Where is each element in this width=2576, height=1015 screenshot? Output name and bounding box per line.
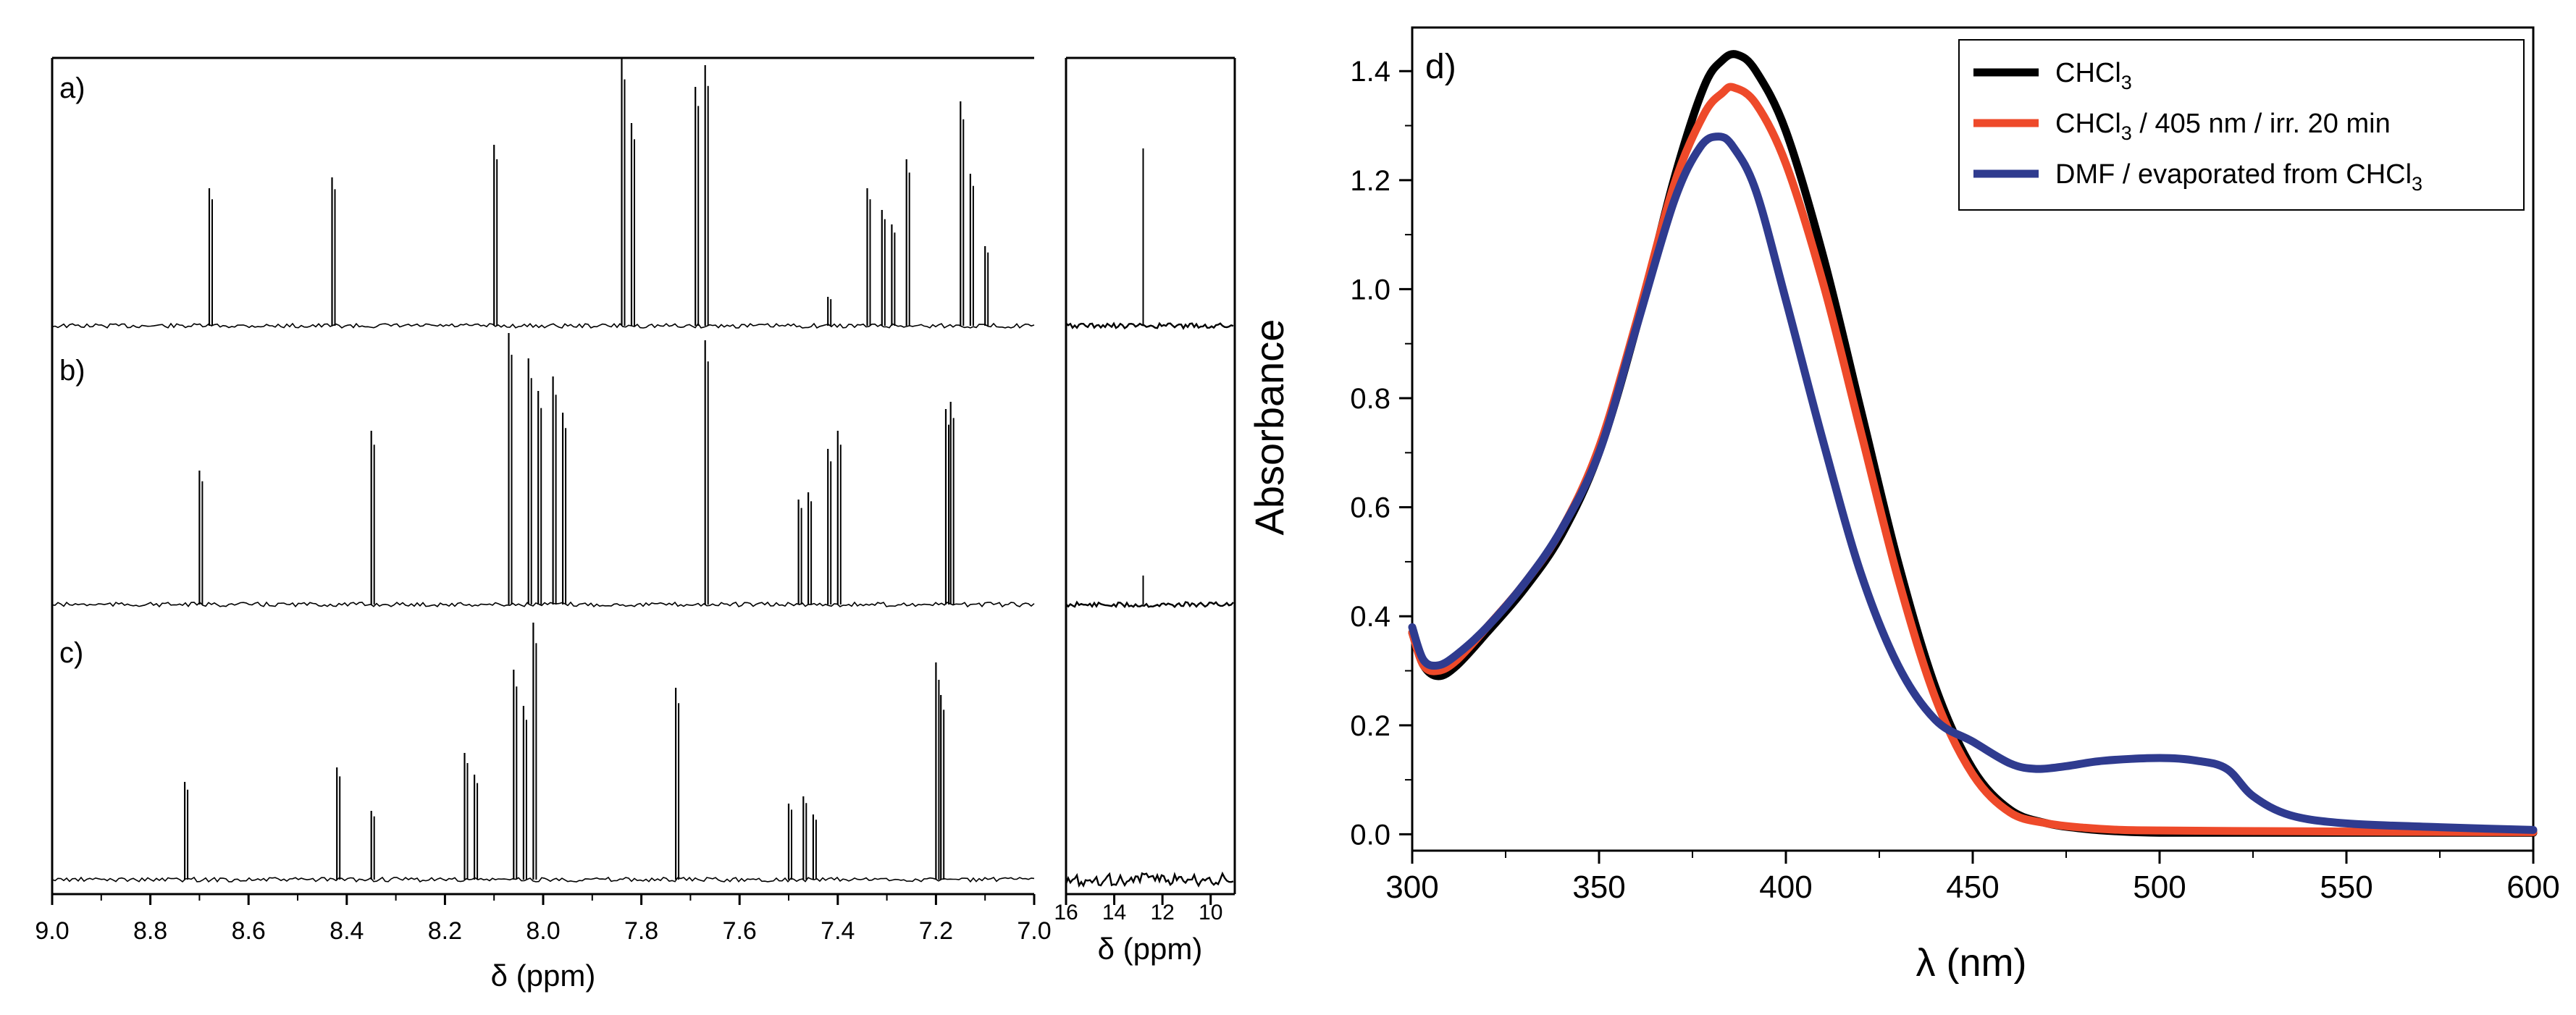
uv-x-axis-title: λ (nm) xyxy=(1916,941,2027,985)
nmr-inset-x-tick-label: 14 xyxy=(1102,901,1126,925)
uv-x-tick-label: 450 xyxy=(1946,869,1999,905)
uv-y-tick-label: 0.2 xyxy=(1350,710,1390,742)
nmr-x-tick-label: 8.0 xyxy=(526,917,560,945)
uv-y-tick-label: 0.0 xyxy=(1350,819,1390,851)
legend-entry-chcl3-irradiated: CHCl3 / 405 nm / irr. 20 min xyxy=(2055,109,2391,144)
nmr-spectrum-a xyxy=(51,58,1234,330)
nmr-baseline xyxy=(51,322,1035,329)
nmr-x-tick-label: 8.4 xyxy=(330,917,364,945)
uv-y-tick-label: 0.8 xyxy=(1350,383,1390,415)
nmr-panel-label-a: a) xyxy=(59,72,85,104)
nmr-x-tick-label: 7.0 xyxy=(1017,917,1051,945)
uv-x-tick-label: 350 xyxy=(1572,869,1625,905)
nmr-inset-frame xyxy=(1065,56,1236,896)
uv-x-tick-label: 400 xyxy=(1759,869,1812,905)
nmr-baseline xyxy=(51,876,1035,883)
nmr-x-tick-label: 7.8 xyxy=(624,917,658,945)
nmr-x-tick-label: 7.2 xyxy=(919,917,953,945)
nmr-inset-baseline xyxy=(1065,600,1234,609)
uv-x-tick-label: 600 xyxy=(2506,869,2559,905)
nmr-inset-x-axis-title: δ (ppm) xyxy=(1098,932,1203,966)
legend-entry-dmf: DMF / evaporated from CHCl3 xyxy=(2055,159,2422,195)
nmr-x-tick-label: 8.2 xyxy=(428,917,462,945)
uv-x-tick-label: 500 xyxy=(2133,869,2186,905)
uv-panel-label: d) xyxy=(1425,48,1456,86)
uv-y-tick-label: 1.4 xyxy=(1350,56,1390,88)
nmr-x-tick-label: 8.8 xyxy=(133,917,167,945)
nmr-spectrum-b xyxy=(51,333,1234,609)
nmr-panel-label-c: c) xyxy=(59,637,83,669)
uv-x-tick-label: 550 xyxy=(2320,869,2372,905)
nmr-inset-x-tick-label: 12 xyxy=(1150,901,1174,925)
uv-y-tick-label: 0.4 xyxy=(1350,601,1390,633)
uv-y-tick-label: 0.6 xyxy=(1350,492,1390,524)
nmr-spectrum-c xyxy=(51,623,1234,888)
nmr-x-tick-label: 7.6 xyxy=(723,917,757,945)
uv-x-tick-label: 300 xyxy=(1385,869,1438,905)
uv-y-tick-label: 1.0 xyxy=(1350,274,1390,306)
legend-entry-chcl3: CHCl3 xyxy=(2055,58,2132,93)
nmr-inset-baseline xyxy=(1065,321,1234,330)
nmr-x-tick-label: 9.0 xyxy=(35,917,69,945)
nmr-baseline xyxy=(51,601,1035,608)
nmr-inset-baseline xyxy=(1065,871,1234,888)
uv-y-axis-title: Absorbance xyxy=(1246,319,1292,536)
nmr-x-axis-title: δ (ppm) xyxy=(491,959,596,993)
nmr-inset-x-tick-label: 10 xyxy=(1199,901,1222,925)
nmr-x-tick-label: 8.6 xyxy=(232,917,266,945)
uv-y-tick-label: 1.2 xyxy=(1350,165,1390,197)
uv-curve-dmf xyxy=(1408,132,2538,834)
nmr-inset-x-tick-label: 16 xyxy=(1054,901,1078,925)
nmr-panel-label-b: b) xyxy=(59,355,85,387)
uv-legend: CHCl3 CHCl3 / 405 nm / irr. 20 min DMF /… xyxy=(1958,39,2525,211)
nmr-x-tick-label: 7.4 xyxy=(821,917,855,945)
